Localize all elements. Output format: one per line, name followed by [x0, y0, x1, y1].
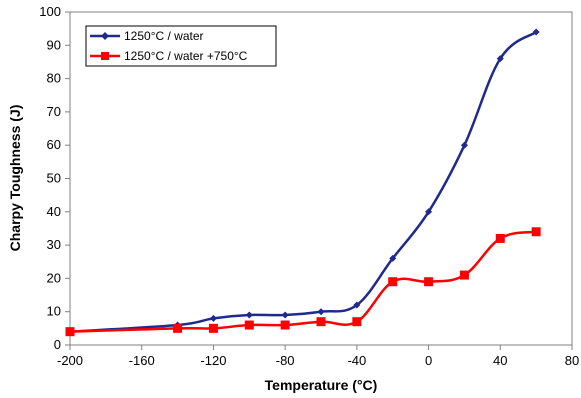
series-line-2 — [69, 230, 537, 333]
y-tick-label: 20 — [47, 270, 61, 285]
data-point-series-1 — [317, 308, 325, 316]
y-tick-label: 40 — [47, 204, 61, 219]
data-point-series-1 — [389, 254, 397, 262]
x-tick-label: -40 — [347, 353, 366, 368]
y-tick-label: 90 — [47, 37, 61, 52]
plot-area-frame — [69, 11, 573, 346]
data-point-series-2 — [244, 320, 254, 330]
legend: 1250°C / water 1250°C / water +750°C — [85, 25, 277, 67]
y-axis-ticks: 0 10 20 30 40 50 60 70 80 90 100 — [39, 4, 70, 352]
data-point-series-2 — [495, 233, 505, 243]
legend-box — [85, 25, 277, 67]
x-tick-label: -160 — [129, 353, 155, 368]
legend-marker-series-2 — [101, 52, 109, 60]
series-layer — [65, 28, 541, 337]
data-point-series-1 — [353, 301, 361, 309]
y-axis-title: Charpy Toughness (J) — [7, 105, 23, 252]
y-tick-label: 30 — [47, 237, 61, 252]
x-tick-label: -120 — [200, 353, 226, 368]
data-point-series-2 — [352, 317, 362, 327]
data-point-series-2 — [65, 327, 75, 337]
y-tick-label: 10 — [47, 304, 61, 319]
x-axis-ticks: -200 -160 -120 -80 -40 0 40 80 — [57, 345, 579, 368]
data-point-series-2 — [388, 277, 398, 287]
data-point-series-2 — [208, 323, 218, 333]
legend-marker-series-1 — [101, 32, 109, 40]
y-tick-label: 0 — [54, 337, 61, 352]
data-point-series-1 — [245, 311, 253, 319]
data-point-series-2 — [316, 317, 326, 327]
x-tick-label: -80 — [276, 353, 295, 368]
data-point-series-1 — [425, 208, 433, 216]
y-tick-label: 60 — [47, 137, 61, 152]
y-tick-label: 100 — [39, 4, 61, 19]
x-tick-label: 40 — [493, 353, 507, 368]
data-point-series-1 — [281, 311, 289, 319]
data-point-series-1 — [460, 141, 468, 149]
data-point-series-1 — [209, 314, 217, 322]
x-tick-label: -200 — [57, 353, 83, 368]
x-tick-label: 80 — [565, 353, 579, 368]
data-point-series-1 — [532, 28, 540, 36]
data-point-series-2 — [459, 270, 469, 280]
data-point-series-2 — [424, 277, 434, 287]
legend-label-series-2: 1250°C / water +750°C — [124, 49, 248, 63]
y-tick-label: 50 — [47, 171, 61, 186]
series-line-1 — [69, 30, 537, 333]
x-tick-label: 0 — [425, 353, 432, 368]
data-point-series-1 — [496, 55, 504, 63]
y-tick-label: 70 — [47, 104, 61, 119]
legend-label-series-1: 1250°C / water — [124, 29, 204, 43]
x-axis-title: Temperature (°C) — [265, 377, 378, 393]
data-point-series-2 — [531, 227, 541, 237]
data-point-series-2 — [173, 323, 183, 333]
y-tick-label: 80 — [47, 71, 61, 86]
data-point-series-2 — [280, 320, 290, 330]
